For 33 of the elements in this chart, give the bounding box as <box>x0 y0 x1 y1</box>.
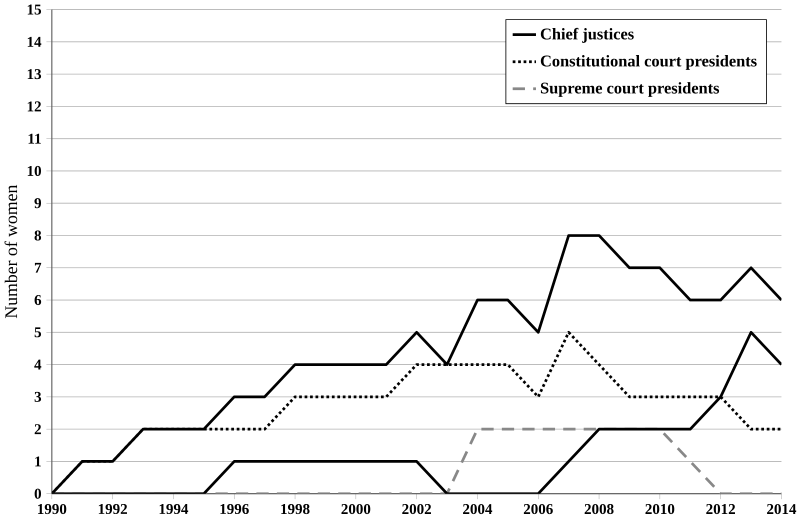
y-tick-label: 14 <box>28 37 42 47</box>
x-tick-label: 2014 <box>767 504 796 514</box>
x-tick-label: 2008 <box>584 504 614 514</box>
y-tick-label: 1 <box>35 456 41 467</box>
x-tick-label: 2006 <box>524 504 553 514</box>
y-tick-label: 9 <box>34 198 42 208</box>
y-tick-label: 5 <box>34 328 42 338</box>
legend-label: Constitutional court presidents <box>540 55 757 70</box>
x-tick-label: 1992 <box>98 504 127 514</box>
y-tick-label: 3 <box>34 392 42 402</box>
y-tick-label: 6 <box>34 295 42 306</box>
y-tick-label: 2 <box>34 424 41 434</box>
y-tick-label: 10 <box>28 166 41 176</box>
x-tick-label: 1996 <box>220 504 249 514</box>
y-tick-label: 12 <box>28 102 41 112</box>
x-tick-label: 2010 <box>645 504 674 514</box>
x-tick-label: 1998 <box>281 504 310 514</box>
y-tick-label: 4 <box>34 360 42 370</box>
legend-label: Supreme court presidents <box>540 82 720 98</box>
x-tick-label: 2002 <box>402 504 431 514</box>
x-tick-label: 1994 <box>160 504 188 514</box>
y-tick-label: 0 <box>34 488 41 499</box>
x-tick-label: 2000 <box>341 504 370 514</box>
y-axis-title: Number of women <box>4 185 18 318</box>
x-tick-label: 2004 <box>463 504 492 514</box>
y-tick-label: 8 <box>34 230 42 241</box>
y-tick-label: 7 <box>34 263 42 273</box>
y-tick-label: 15 <box>28 4 42 15</box>
x-tick-label: 2012 <box>706 504 735 514</box>
x-tick-label: 1990 <box>38 504 66 514</box>
legend-label: Chief justices <box>540 28 634 44</box>
y-tick-label: 11 <box>28 134 41 144</box>
y-tick-label: 13 <box>28 69 42 80</box>
